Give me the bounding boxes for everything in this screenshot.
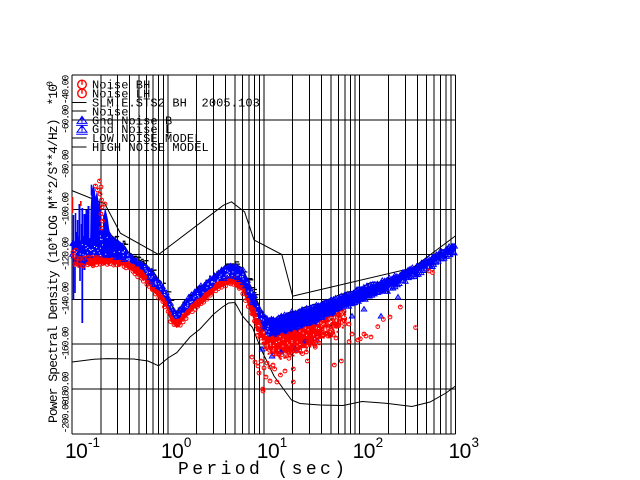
svg-text:-100.00: -100.00 — [62, 192, 73, 226]
svg-text:-160.00: -160.00 — [62, 326, 73, 360]
svg-text:Noise LH: Noise LH — [92, 88, 150, 102]
svg-text:-120.00: -120.00 — [62, 237, 73, 271]
svg-text:10: 10 — [353, 440, 375, 463]
svg-text:Gnd Noise L: Gnd Noise L — [92, 123, 172, 137]
svg-text:-180.00: -180.00 — [62, 371, 73, 405]
svg-text:Noise: Noise — [92, 105, 129, 119]
svg-text:0: 0 — [184, 435, 192, 450]
svg-text:-1: -1 — [88, 435, 100, 450]
svg-text:1: 1 — [280, 435, 288, 450]
svg-text:10: 10 — [161, 440, 183, 463]
svg-text:-140.00: -140.00 — [62, 282, 73, 316]
svg-text:3: 3 — [472, 435, 480, 450]
svg-text:-60.00: -60.00 — [62, 105, 73, 135]
svg-text:2: 2 — [376, 435, 384, 450]
svg-text:10: 10 — [449, 440, 471, 463]
svg-text:0: 0 — [46, 81, 56, 86]
svg-text:10: 10 — [257, 440, 279, 463]
svg-text:HIGH NOISE MODEL: HIGH NOISE MODEL — [92, 141, 209, 155]
svg-text:LOW NOISE MODEL: LOW NOISE MODEL — [92, 132, 202, 146]
svg-text:-80.00: -80.00 — [62, 149, 73, 179]
svg-text:Noise BH: Noise BH — [92, 79, 150, 93]
svg-text:-40.00: -40.00 — [62, 75, 73, 105]
svg-text:Period (sec): Period (sec) — [178, 460, 348, 480]
svg-text:10: 10 — [65, 440, 87, 463]
svg-text:Power Spectral Density (10*LOG: Power Spectral Density (10*LOG M**2/S**4… — [46, 85, 61, 423]
svg-text:Gnd Noise B: Gnd Noise B — [92, 114, 172, 128]
svg-text:-200.00: -200.00 — [62, 399, 73, 433]
svg-text:SLM.E.STS2 BH 2005.103: SLM.E.STS2 BH 2005.103 — [92, 97, 260, 111]
